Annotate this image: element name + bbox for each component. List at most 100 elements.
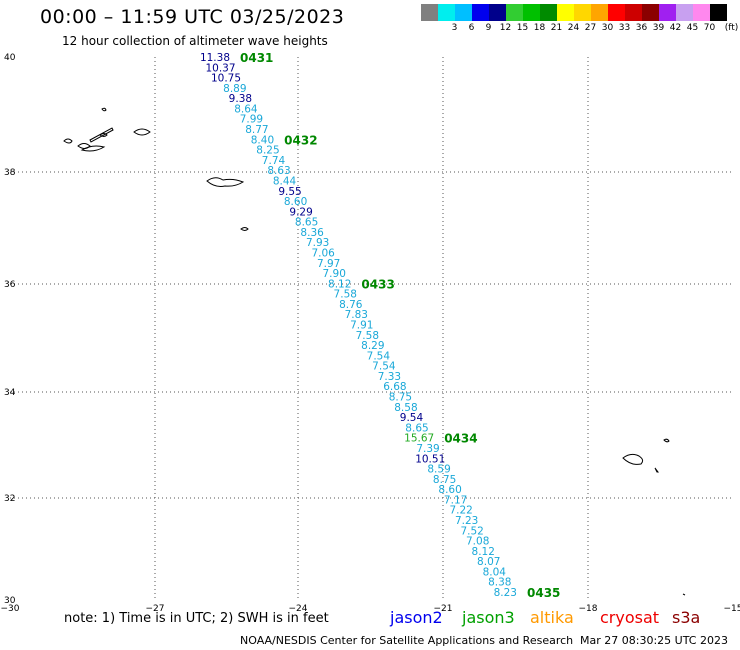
swh-value-label: 8.23 <box>494 587 517 599</box>
swh-value-label: 8.36 <box>300 227 324 239</box>
scale-label: 9 <box>485 23 492 33</box>
island-corvo <box>101 107 107 112</box>
scale-label: 36 <box>635 23 648 33</box>
swh-value-label: 8.59 <box>427 464 450 476</box>
swh-value-label: 9.54 <box>400 412 424 424</box>
island-faial <box>77 143 91 149</box>
scale-label: 27 <box>584 23 597 33</box>
scale-label: 18 <box>533 23 546 33</box>
swh-value-label: 7.33 <box>378 371 401 383</box>
swh-value-label: 11.38 <box>200 52 230 64</box>
scale-swatch <box>625 4 642 21</box>
scale-swatch <box>676 4 693 21</box>
swh-value-label: 7.58 <box>334 289 357 301</box>
satellite-cryosat: cryosat <box>600 608 660 627</box>
island-santa-maria <box>240 227 249 231</box>
swh-value-label: 10.51 <box>415 453 445 465</box>
swh-value-label: 7.54 <box>367 350 391 362</box>
scale-label: 12 <box>499 23 512 33</box>
island-desertas <box>654 467 659 473</box>
scale-swatch <box>489 4 506 21</box>
swh-value-label: 8.58 <box>394 402 417 414</box>
map-subtitle: 12 hour collection of altimeter wave hei… <box>62 34 328 48</box>
swh-value-label: 7.54 <box>372 361 396 373</box>
scale-swatch <box>540 4 557 21</box>
island-flores <box>63 138 73 144</box>
scale-swatch <box>591 4 608 21</box>
swh-value-label: 10.75 <box>211 73 241 85</box>
note-text: note: 1) Time is in UTC; 2) SWH is in fe… <box>64 611 329 626</box>
pass-time-label: 0433 <box>361 277 394 291</box>
scale-label: 45 <box>686 23 699 33</box>
swh-value-label: 8.89 <box>223 83 246 95</box>
swh-value-label: 8.76 <box>339 299 363 311</box>
pass-time-label: 0432 <box>284 133 317 147</box>
swh-value-label: 7.74 <box>262 155 286 167</box>
lon-tick-label: −18 <box>579 604 598 614</box>
scale-label: 30 <box>601 23 614 33</box>
satellite-altika: altika <box>530 608 574 627</box>
swh-value-label: 8.44 <box>273 175 297 187</box>
swh-value-label: 8.04 <box>483 566 507 578</box>
scale-label: 21 <box>550 23 563 33</box>
scale-swatch <box>506 4 523 21</box>
lon-tick-label: −27 <box>146 604 165 614</box>
swh-value-label: 8.07 <box>477 556 500 568</box>
swh-value-label: 8.75 <box>433 474 456 486</box>
swh-value-label: 8.12 <box>328 278 351 290</box>
island-sao-miguel <box>206 177 245 187</box>
lat-tick-label: 30 <box>4 596 16 606</box>
swh-value-label: 10.37 <box>205 62 235 74</box>
swh-value-label: 8.65 <box>405 422 428 434</box>
scale-label: 24 <box>567 23 580 33</box>
swh-value-label: 7.93 <box>306 237 329 249</box>
island-porto-santo <box>663 438 670 443</box>
swh-value-label: 8.75 <box>389 392 412 404</box>
satellite-s3a: s3a <box>672 608 701 627</box>
swh-value-label: 15.67 <box>404 433 434 445</box>
swh-value-label: 8.60 <box>438 484 461 496</box>
swh-value-label: 8.64 <box>234 103 258 115</box>
swh-value-label: 8.77 <box>245 124 268 136</box>
island-sao-jorge <box>89 127 114 143</box>
scale-swatch <box>438 4 455 21</box>
swh-value-label: 7.83 <box>345 309 368 321</box>
scale-swatch <box>455 4 472 21</box>
scale-label: 3 <box>451 23 458 33</box>
scale-unit: (ft) <box>724 23 739 33</box>
lat-tick-label: 38 <box>4 168 16 178</box>
satellite-jason2: jason2 <box>390 608 443 627</box>
swh-value-label: 8.25 <box>256 145 279 157</box>
swh-value-label: 7.22 <box>449 505 472 517</box>
lat-tick-label: 36 <box>4 280 16 290</box>
timestamp-text: Mar 27 08:30:25 UTC 2023 <box>580 634 728 647</box>
swh-value-label: 9.29 <box>289 206 312 218</box>
lon-tick-label: −24 <box>289 604 308 614</box>
swh-value-label: 7.58 <box>356 330 379 342</box>
lat-tick-label: 40 <box>4 53 16 63</box>
credit-text: NOAA/NESDIS Center for Satellite Applica… <box>240 634 574 647</box>
swh-value-label: 7.17 <box>444 494 467 506</box>
satellite-jason3: jason3 <box>462 608 515 627</box>
island-terceira <box>133 128 151 136</box>
island-madeira <box>622 453 644 465</box>
swh-value-label: 7.23 <box>455 515 478 527</box>
map-title: 00:00 – 11:59 UTC 03/25/2023 <box>40 6 345 28</box>
swh-value-label: 7.90 <box>323 268 346 280</box>
swh-value-label: 8.12 <box>472 546 495 558</box>
scale-swatch <box>574 4 591 21</box>
swh-value-label: 7.97 <box>317 258 340 270</box>
swh-value-label: 8.40 <box>251 134 274 146</box>
swh-value-label: 7.99 <box>240 114 263 126</box>
pass-time-label: 0435 <box>527 586 560 600</box>
lon-tick-label: −30 <box>1 604 20 614</box>
swh-value-label: 8.65 <box>295 217 318 229</box>
swh-value-label: 7.06 <box>311 247 335 259</box>
swh-value-label: 7.39 <box>416 443 439 455</box>
lat-tick-label: 32 <box>4 494 15 504</box>
scale-label: 6 <box>468 23 475 33</box>
swh-value-label: 9.55 <box>278 186 301 198</box>
lon-tick-label: −21 <box>434 604 453 614</box>
swh-value-label: 7.52 <box>460 525 483 537</box>
